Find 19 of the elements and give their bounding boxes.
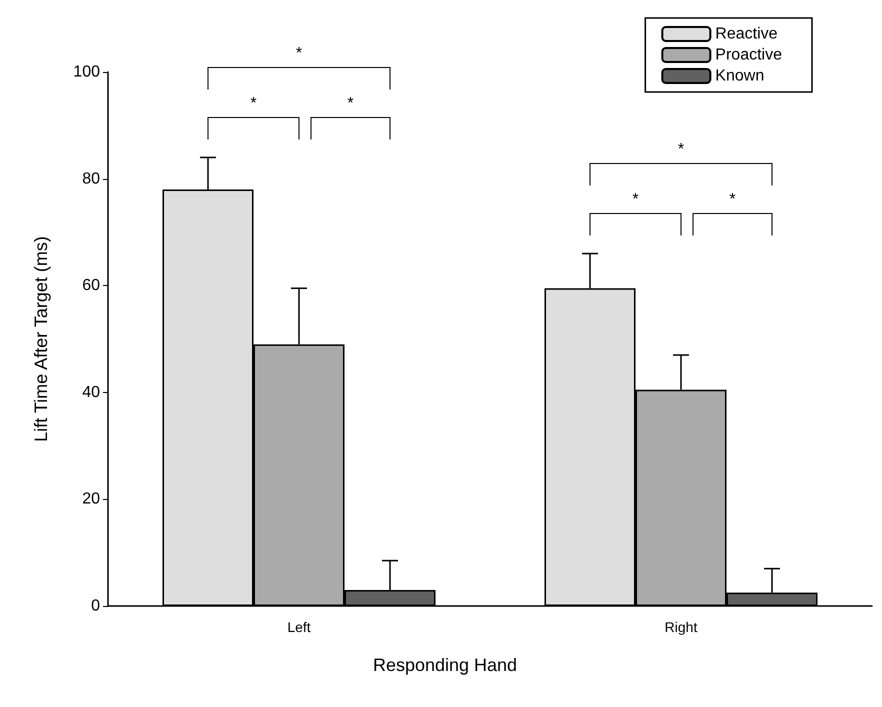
y-tick-label: 60 [82, 277, 100, 294]
x-axis-title: Responding Hand [372, 655, 518, 675]
y-tick-label: 20 [82, 490, 100, 508]
x-tick-label: Left [287, 619, 311, 635]
y-tick-label: 80 [82, 170, 100, 188]
y-tick-label: 100 [73, 64, 100, 80]
annotation: * [250, 94, 257, 112]
x-tick-label: Right [664, 619, 698, 635]
annotation: * [678, 141, 684, 158]
legend-label: Known [715, 68, 764, 84]
legend-label: Proactive [715, 46, 782, 64]
text: * [296, 44, 302, 62]
annotation: * [632, 191, 639, 208]
y-tick-label: 0 [91, 598, 100, 614]
y-tick-label: 40 [82, 384, 100, 401]
y-axis-title: Lift Time After Target (ms) [31, 236, 51, 442]
legend-label: Reactive [715, 26, 778, 42]
annotation: * [729, 191, 736, 208]
annotation: * [347, 94, 354, 112]
